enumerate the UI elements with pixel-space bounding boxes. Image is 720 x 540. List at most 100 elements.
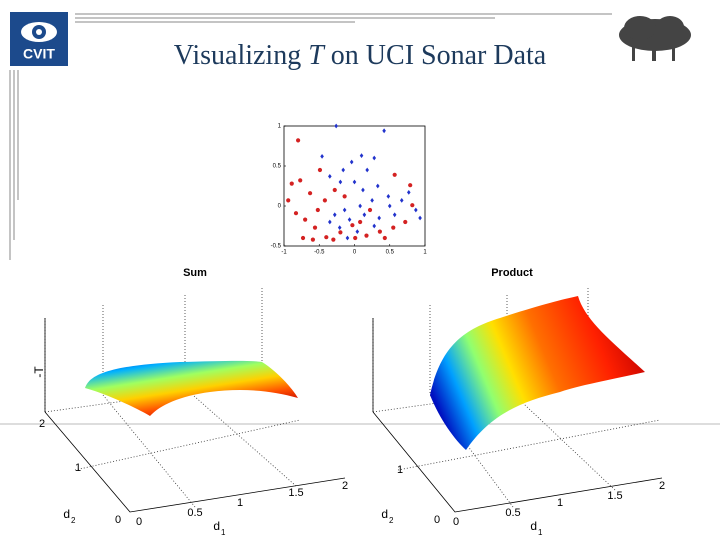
point: [392, 212, 397, 218]
y-axis-label: d: [381, 507, 388, 521]
plot-frame: [283, 125, 426, 247]
point: [361, 187, 365, 193]
point: [365, 167, 369, 173]
point: [353, 235, 358, 241]
x-tick-label: 0.5: [187, 507, 202, 519]
point: [324, 235, 329, 240]
point: [358, 203, 362, 209]
x-tick-label: 0.5: [386, 250, 395, 256]
point: [310, 237, 316, 242]
x-tick-label: 1.5: [288, 487, 303, 499]
point: [298, 178, 303, 183]
point: [312, 225, 318, 230]
point: [406, 190, 411, 195]
point: [303, 217, 308, 222]
title-text: on UCI Sonar Data: [324, 40, 547, 71]
point: [322, 198, 327, 203]
logo-text: CVIT: [23, 46, 55, 62]
point: [342, 207, 347, 213]
point: [362, 212, 367, 218]
z-axis-label: -T: [32, 366, 46, 378]
point: [408, 183, 413, 188]
title-text: Visualizing: [174, 40, 308, 71]
point: [320, 154, 324, 159]
point: [359, 153, 364, 158]
y-axis-label-sub: 2: [389, 516, 394, 525]
point: [414, 207, 418, 213]
x-tick-label: 1.5: [607, 490, 622, 502]
point: [337, 225, 342, 230]
point: [372, 155, 377, 161]
point: [367, 207, 373, 213]
point: [342, 194, 347, 199]
point: [334, 123, 338, 129]
point: [328, 174, 332, 179]
point: [355, 229, 360, 234]
x-tick-label: 2: [342, 480, 348, 492]
y-tick-label: 1: [278, 124, 282, 130]
y-axis-label-sub: 2: [71, 516, 76, 525]
surface: [85, 360, 298, 416]
logo: CVIT: [10, 12, 68, 66]
point: [341, 167, 346, 173]
point: [289, 181, 294, 186]
point: [358, 219, 363, 225]
point: [347, 217, 352, 222]
plot-title: Sum: [183, 267, 207, 279]
x-tick-label: -0.5: [314, 250, 325, 256]
point: [315, 207, 320, 213]
point: [332, 212, 337, 218]
x-tick-label: 1: [237, 497, 243, 509]
point: [331, 237, 336, 242]
header-decoration: [0, 13, 720, 425]
point: [377, 229, 382, 234]
point: [382, 235, 387, 241]
x-tick-label: -1: [281, 250, 287, 256]
point: [286, 198, 291, 203]
y-axis-label: d: [63, 507, 70, 521]
point: [338, 230, 343, 235]
point: [338, 179, 343, 185]
point: [392, 172, 397, 177]
x-tick-label: 0: [353, 250, 357, 256]
x-tick-label: 2: [659, 480, 665, 492]
y-tick-label: 1: [397, 464, 403, 476]
x-tick-label: 1: [423, 250, 427, 256]
point: [328, 219, 332, 225]
title-italic: T: [308, 40, 326, 71]
surface: [430, 296, 645, 450]
x-tick-label: 0: [136, 516, 142, 528]
point: [349, 159, 354, 165]
y-tick-label: 0.5: [273, 164, 282, 170]
y-tick-label: 0: [434, 514, 440, 526]
point: [296, 138, 301, 143]
point: [350, 223, 355, 228]
axes-3d: [44, 288, 346, 513]
y-tick-label: -0.5: [271, 244, 282, 250]
z-tick-label: 2: [39, 418, 45, 430]
point: [377, 215, 381, 221]
x-tick-label: 0.5: [505, 507, 520, 519]
y-tick-label: 0: [115, 514, 121, 526]
point: [387, 203, 392, 209]
point: [370, 198, 374, 203]
tree-icon: [619, 16, 691, 61]
x-tick-label: 0: [453, 516, 459, 528]
y-tick-label: 0: [278, 204, 282, 210]
point: [307, 191, 313, 196]
x-tick-label: 1: [557, 497, 563, 509]
axes-3d: [372, 288, 663, 513]
point: [317, 167, 323, 173]
point: [372, 223, 377, 229]
point: [403, 219, 408, 225]
point: [293, 211, 299, 216]
point: [352, 179, 357, 185]
point: [410, 203, 415, 208]
point: [332, 187, 337, 193]
point: [364, 233, 369, 238]
slide-title: Visualizing T on UCI Sonar Data: [174, 40, 547, 71]
point: [399, 198, 404, 203]
point: [382, 128, 386, 134]
